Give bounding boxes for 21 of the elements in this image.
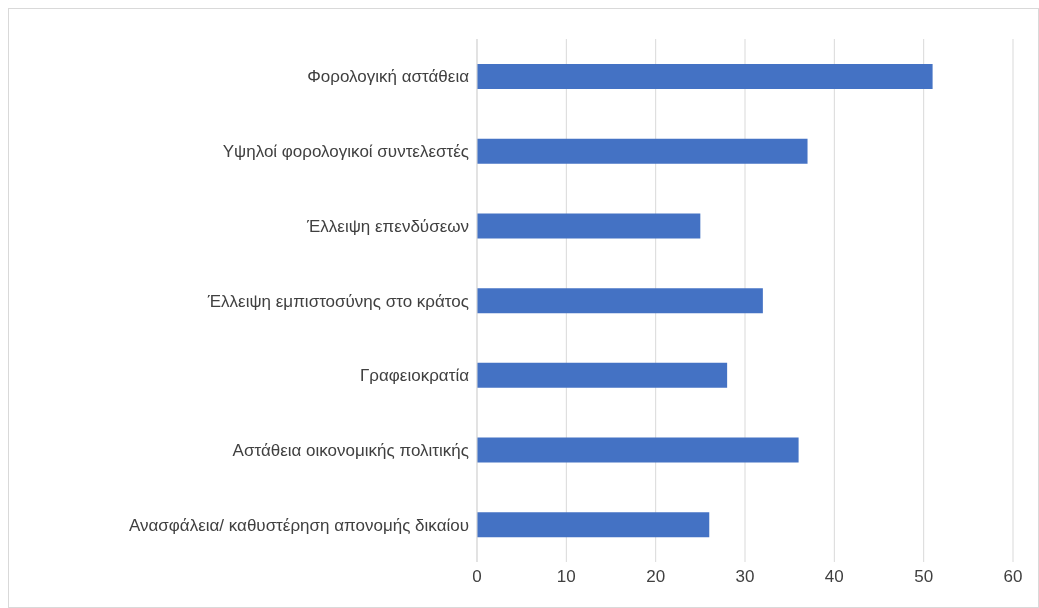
x-tick-label: 60 — [1003, 567, 1023, 587]
bar — [477, 437, 799, 463]
bar — [477, 64, 933, 89]
x-tick-label: 0 — [472, 567, 482, 587]
bar — [477, 288, 763, 314]
y-tick-label: Φορολογική αστάθεια — [307, 67, 470, 87]
y-tick-label: Έλλειψη εμπιστοσύνης στο κράτος — [206, 291, 469, 311]
bar — [477, 362, 728, 388]
bar — [477, 512, 710, 538]
x-tick-label: 40 — [824, 567, 844, 587]
bar — [477, 138, 808, 164]
x-tick-label: 30 — [735, 567, 755, 587]
x-tick-label: 50 — [914, 567, 934, 587]
y-tick-label: Γραφειοκρατία — [359, 366, 470, 386]
y-tick-label: Αστάθεια οικονομικής πολιτικής — [232, 440, 469, 460]
x-tick-label: 10 — [556, 567, 576, 587]
x-tick-label: 20 — [646, 567, 666, 587]
y-tick-label: Υψηλοί φορολογικοί συντελεστές — [222, 142, 469, 162]
y-tick-label: Έλλειψη επενδύσεων — [306, 216, 469, 236]
bar — [477, 213, 701, 239]
y-tick-label: Ανασφάλεια/ καθυστέρηση απονομής δικαίου — [128, 515, 469, 535]
